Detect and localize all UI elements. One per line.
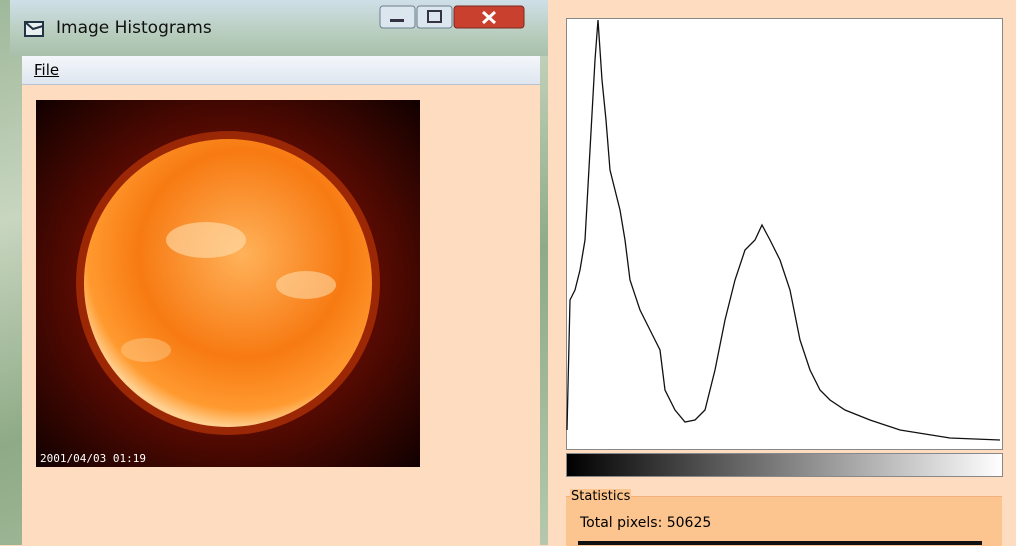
minimize-button[interactable]	[380, 6, 415, 28]
divider	[578, 541, 982, 545]
maximize-button[interactable]	[417, 6, 452, 28]
window-title: Image Histograms	[56, 18, 212, 38]
app-icon	[22, 18, 48, 40]
sun-image: 2001/04/03 01:19	[36, 100, 420, 467]
histogram	[566, 18, 1004, 478]
statistic-text: Total pixels: 50625	[580, 515, 711, 531]
image-caption: 2001/04/03 01:19	[40, 452, 146, 465]
screen: Image Histograms File 2001/04/03 01:19 S…	[0, 0, 1016, 545]
menu-item[interactable]: File	[34, 61, 59, 79]
group-title: Statistics	[570, 489, 631, 504]
window-controls	[372, 4, 540, 34]
menu-bar	[22, 56, 540, 85]
